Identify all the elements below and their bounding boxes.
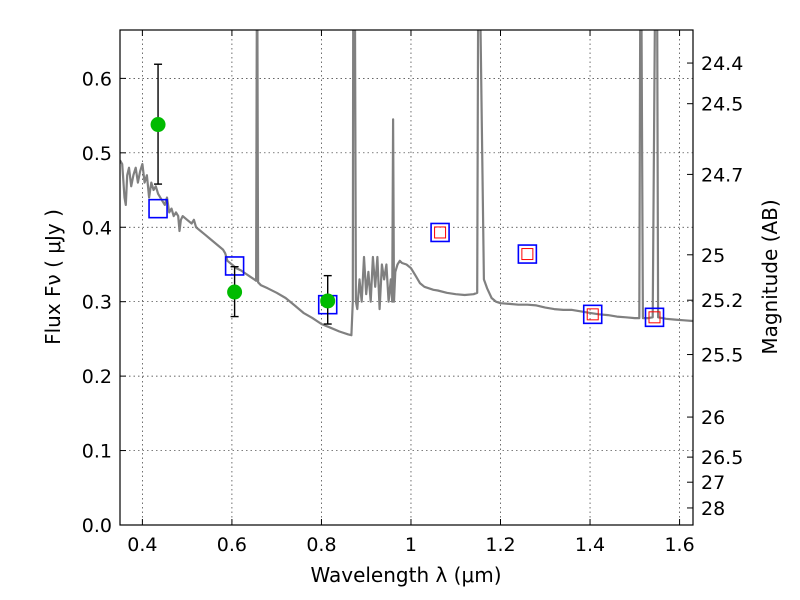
model-spectrum-line — [120, 30, 693, 337]
observed-flux-point — [320, 293, 336, 309]
x-tick-label: 1.6 — [664, 534, 694, 556]
model-band-flux-marker — [148, 198, 168, 219]
model-band-flux-inner-marker — [521, 248, 534, 261]
x-tick-label: 0.8 — [306, 534, 336, 556]
x-axis-label: Wavelength λ (μm) — [310, 563, 501, 587]
y-tick-label: 0.6 — [82, 68, 112, 90]
y2-tick-label: 24.4 — [701, 53, 743, 75]
y2-axis-label: Magnitude (AB) — [758, 199, 782, 354]
model-band-flux-inner-marker — [586, 308, 599, 321]
plot-frame — [119, 29, 694, 526]
y2-tick-label: 25.5 — [701, 345, 743, 367]
model-band-flux-inner-marker — [434, 226, 447, 239]
y2-tick-label: 28 — [701, 498, 725, 520]
y2-axis-ticks: 24.4 24.5 24.7 25 25.2 25.5 26 26.5 27 28 — [687, 53, 743, 520]
x-tick-label: 0.4 — [127, 534, 157, 556]
x-axis-ticks: 0.4 0.6 0.8 1 1.2 1.4 1.6 — [127, 30, 695, 556]
x-tick-label: 0.6 — [217, 534, 247, 556]
y2-tick-label: 27 — [701, 472, 725, 494]
y2-tick-label: 24.7 — [701, 164, 743, 186]
y2-tick-label: 24.5 — [701, 94, 743, 116]
model-band-flux-marker — [517, 244, 538, 264]
grid — [120, 30, 693, 526]
y2-tick-label: 25 — [701, 245, 725, 267]
model-band-flux-inner-marker — [648, 311, 661, 324]
x-tick-label: 1.4 — [575, 534, 605, 556]
y-tick-label: 0.1 — [82, 441, 112, 463]
observed-flux-point — [227, 284, 243, 300]
plot-area — [120, 30, 693, 337]
y2-tick-label: 25.2 — [701, 290, 743, 312]
x-tick-label: 1.2 — [485, 534, 515, 556]
y2-tick-label: 26 — [701, 407, 725, 429]
observed-flux-markers — [150, 63, 336, 325]
observed-flux-point — [150, 117, 166, 133]
model-band-flux-marker — [582, 304, 603, 325]
y2-tick-label: 26.5 — [701, 447, 743, 469]
y-axis-label: Flux Fν ( μJy ) — [41, 209, 65, 345]
y-tick-label: 0.0 — [82, 515, 112, 537]
y-axis-ticks: 0.0 0.1 0.2 0.3 0.4 0.5 0.6 — [82, 68, 126, 537]
y-tick-label: 0.5 — [82, 143, 112, 165]
x-tick-label: 1 — [405, 534, 417, 556]
model-band-flux-markers — [148, 198, 665, 328]
model-band-flux-marker — [430, 222, 450, 243]
y-tick-label: 0.4 — [82, 217, 112, 239]
model-band-flux-marker — [644, 307, 665, 328]
y-tick-label: 0.2 — [82, 366, 112, 388]
y-tick-label: 0.3 — [82, 292, 112, 314]
